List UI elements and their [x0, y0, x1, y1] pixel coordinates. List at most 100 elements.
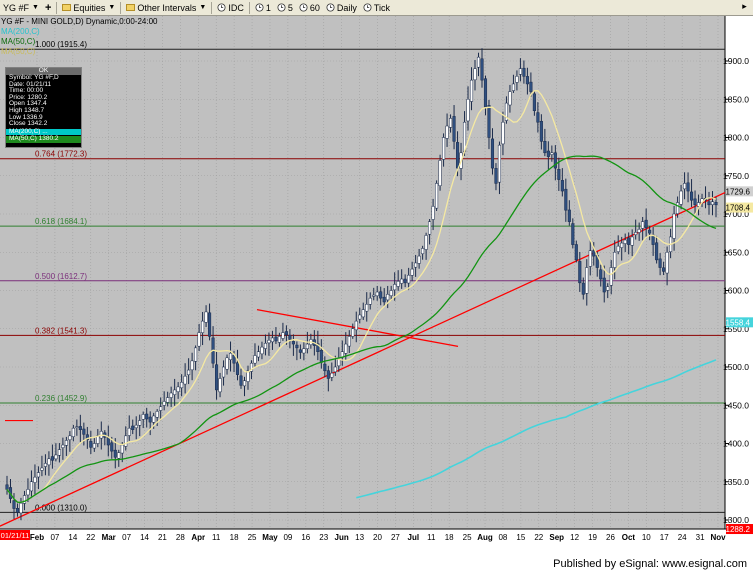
candle-body	[501, 121, 505, 145]
candle-body	[208, 312, 212, 337]
interval-5-label: 5	[287, 2, 293, 13]
x-tick-label: 12	[570, 533, 579, 542]
candle-body	[85, 434, 89, 440]
price-marker-label: 1708.4	[726, 204, 751, 213]
equities-menu[interactable]: Equities ▼	[59, 1, 118, 15]
info-close: Close 1342.2	[9, 120, 48, 128]
chevron-down-icon[interactable]: ▼	[32, 4, 39, 11]
candle-body	[368, 297, 372, 305]
candle-body	[424, 235, 428, 250]
y-tick-label: 1300.0	[723, 515, 749, 525]
candle-body	[141, 414, 145, 420]
x-tick-label: 25	[463, 533, 472, 542]
x-tick-label: 18	[445, 533, 454, 542]
price-axis[interactable]	[725, 16, 753, 529]
x-tick-label: 24	[678, 533, 687, 542]
candle-body	[305, 343, 309, 349]
tick-button[interactable]: Tick	[360, 1, 393, 15]
info-time: Time: 00:00	[9, 87, 44, 95]
toolbar-separator	[211, 1, 213, 14]
toolbar: YG #F ▼ + Equities ▼ Other Intervals ▼ I…	[0, 0, 753, 16]
x-tick-label: Oct	[622, 533, 636, 542]
candle-body	[504, 102, 508, 121]
candle-body	[564, 188, 568, 211]
price-chart[interactable]: 1.000 (1915.4) 0.764 (1772.3) 0.618 (1684.…	[0, 16, 753, 556]
candle-body	[375, 291, 379, 297]
candle-body	[225, 357, 229, 370]
chevron-down-icon: ▼	[199, 4, 207, 11]
candle-body	[662, 267, 666, 272]
candle-body	[417, 255, 421, 264]
candle-body	[372, 294, 376, 297]
x-tick-label: 17	[660, 533, 669, 542]
y-tick-label: 1750.0	[723, 171, 749, 181]
candle-body	[483, 78, 488, 108]
candle-body	[298, 349, 302, 353]
candle-body	[665, 252, 669, 274]
candle-body	[106, 437, 110, 446]
candle-body	[242, 380, 247, 387]
candle-body	[627, 237, 631, 245]
candle-body	[508, 91, 512, 106]
candle-body	[550, 152, 554, 155]
candle-body	[288, 334, 292, 340]
candle-body	[452, 116, 456, 142]
other-intervals-label: Other Intervals	[137, 2, 197, 13]
date-axis[interactable]	[0, 529, 753, 556]
y-tick-label: 1850.0	[723, 94, 749, 104]
candle-body	[609, 267, 613, 286]
candle-body	[358, 314, 362, 320]
candle-body	[166, 397, 170, 403]
x-tick-label: 15	[516, 533, 525, 542]
candle-body	[382, 296, 386, 303]
candle-body	[644, 219, 648, 229]
idc-label: IDC	[228, 2, 244, 13]
symbol-field[interactable]: YG #F ▼	[0, 1, 42, 15]
candle-body	[183, 375, 187, 385]
y-tick-label: 1500.0	[723, 362, 749, 372]
candle-body	[522, 67, 526, 77]
other-intervals-menu[interactable]: Other Intervals ▼	[123, 1, 209, 15]
candle-body	[253, 355, 257, 364]
candle-body	[246, 370, 250, 382]
candle-body	[284, 331, 288, 336]
candle-body	[5, 484, 9, 490]
x-tick-label: May	[262, 533, 278, 542]
candle-body	[449, 118, 453, 128]
candle-body	[22, 495, 27, 504]
tick-label: Tick	[373, 2, 391, 13]
candle-body	[215, 364, 219, 391]
x-tick-label: 14	[68, 533, 77, 542]
candle-body	[442, 137, 446, 160]
candle-body	[581, 282, 585, 295]
candles	[5, 48, 718, 521]
candle-body	[239, 375, 243, 386]
candle-body	[337, 359, 341, 367]
candle-body	[218, 378, 222, 393]
candle-body	[75, 426, 79, 428]
candle-body	[64, 440, 68, 446]
ma-50-line	[6, 155, 717, 504]
idc-button[interactable]: IDC	[214, 1, 247, 15]
x-tick-label: Apr	[191, 533, 205, 542]
x-tick-label: Nov	[710, 533, 726, 542]
cursor-info-window[interactable]: OK Symbol: YG #F,D Date: 01/21/11 Time: …	[5, 67, 82, 148]
candle-body	[333, 366, 337, 373]
interval-1-label: 1	[265, 2, 271, 13]
interval-1-button[interactable]: 1	[252, 1, 274, 15]
interval-5-button[interactable]: 5	[274, 1, 296, 15]
legend-ma-fast: MA(50,C)	[1, 47, 36, 56]
candle-body	[620, 242, 624, 248]
add-icon[interactable]: +	[44, 1, 52, 14]
candle-body	[330, 372, 334, 378]
y-tick-label: 1600.0	[723, 286, 749, 296]
y-tick-label: 1550.0	[723, 324, 749, 334]
x-tick-label: 10	[642, 533, 651, 542]
daily-button[interactable]: Daily	[323, 1, 360, 15]
candle-body	[637, 229, 641, 233]
interval-60-button[interactable]: 60	[296, 1, 323, 15]
x-tick-label: 23	[319, 533, 328, 542]
candle-body	[15, 508, 20, 513]
expand-toggle-icon[interactable]: ▸	[742, 1, 747, 11]
candle-body	[12, 500, 16, 509]
